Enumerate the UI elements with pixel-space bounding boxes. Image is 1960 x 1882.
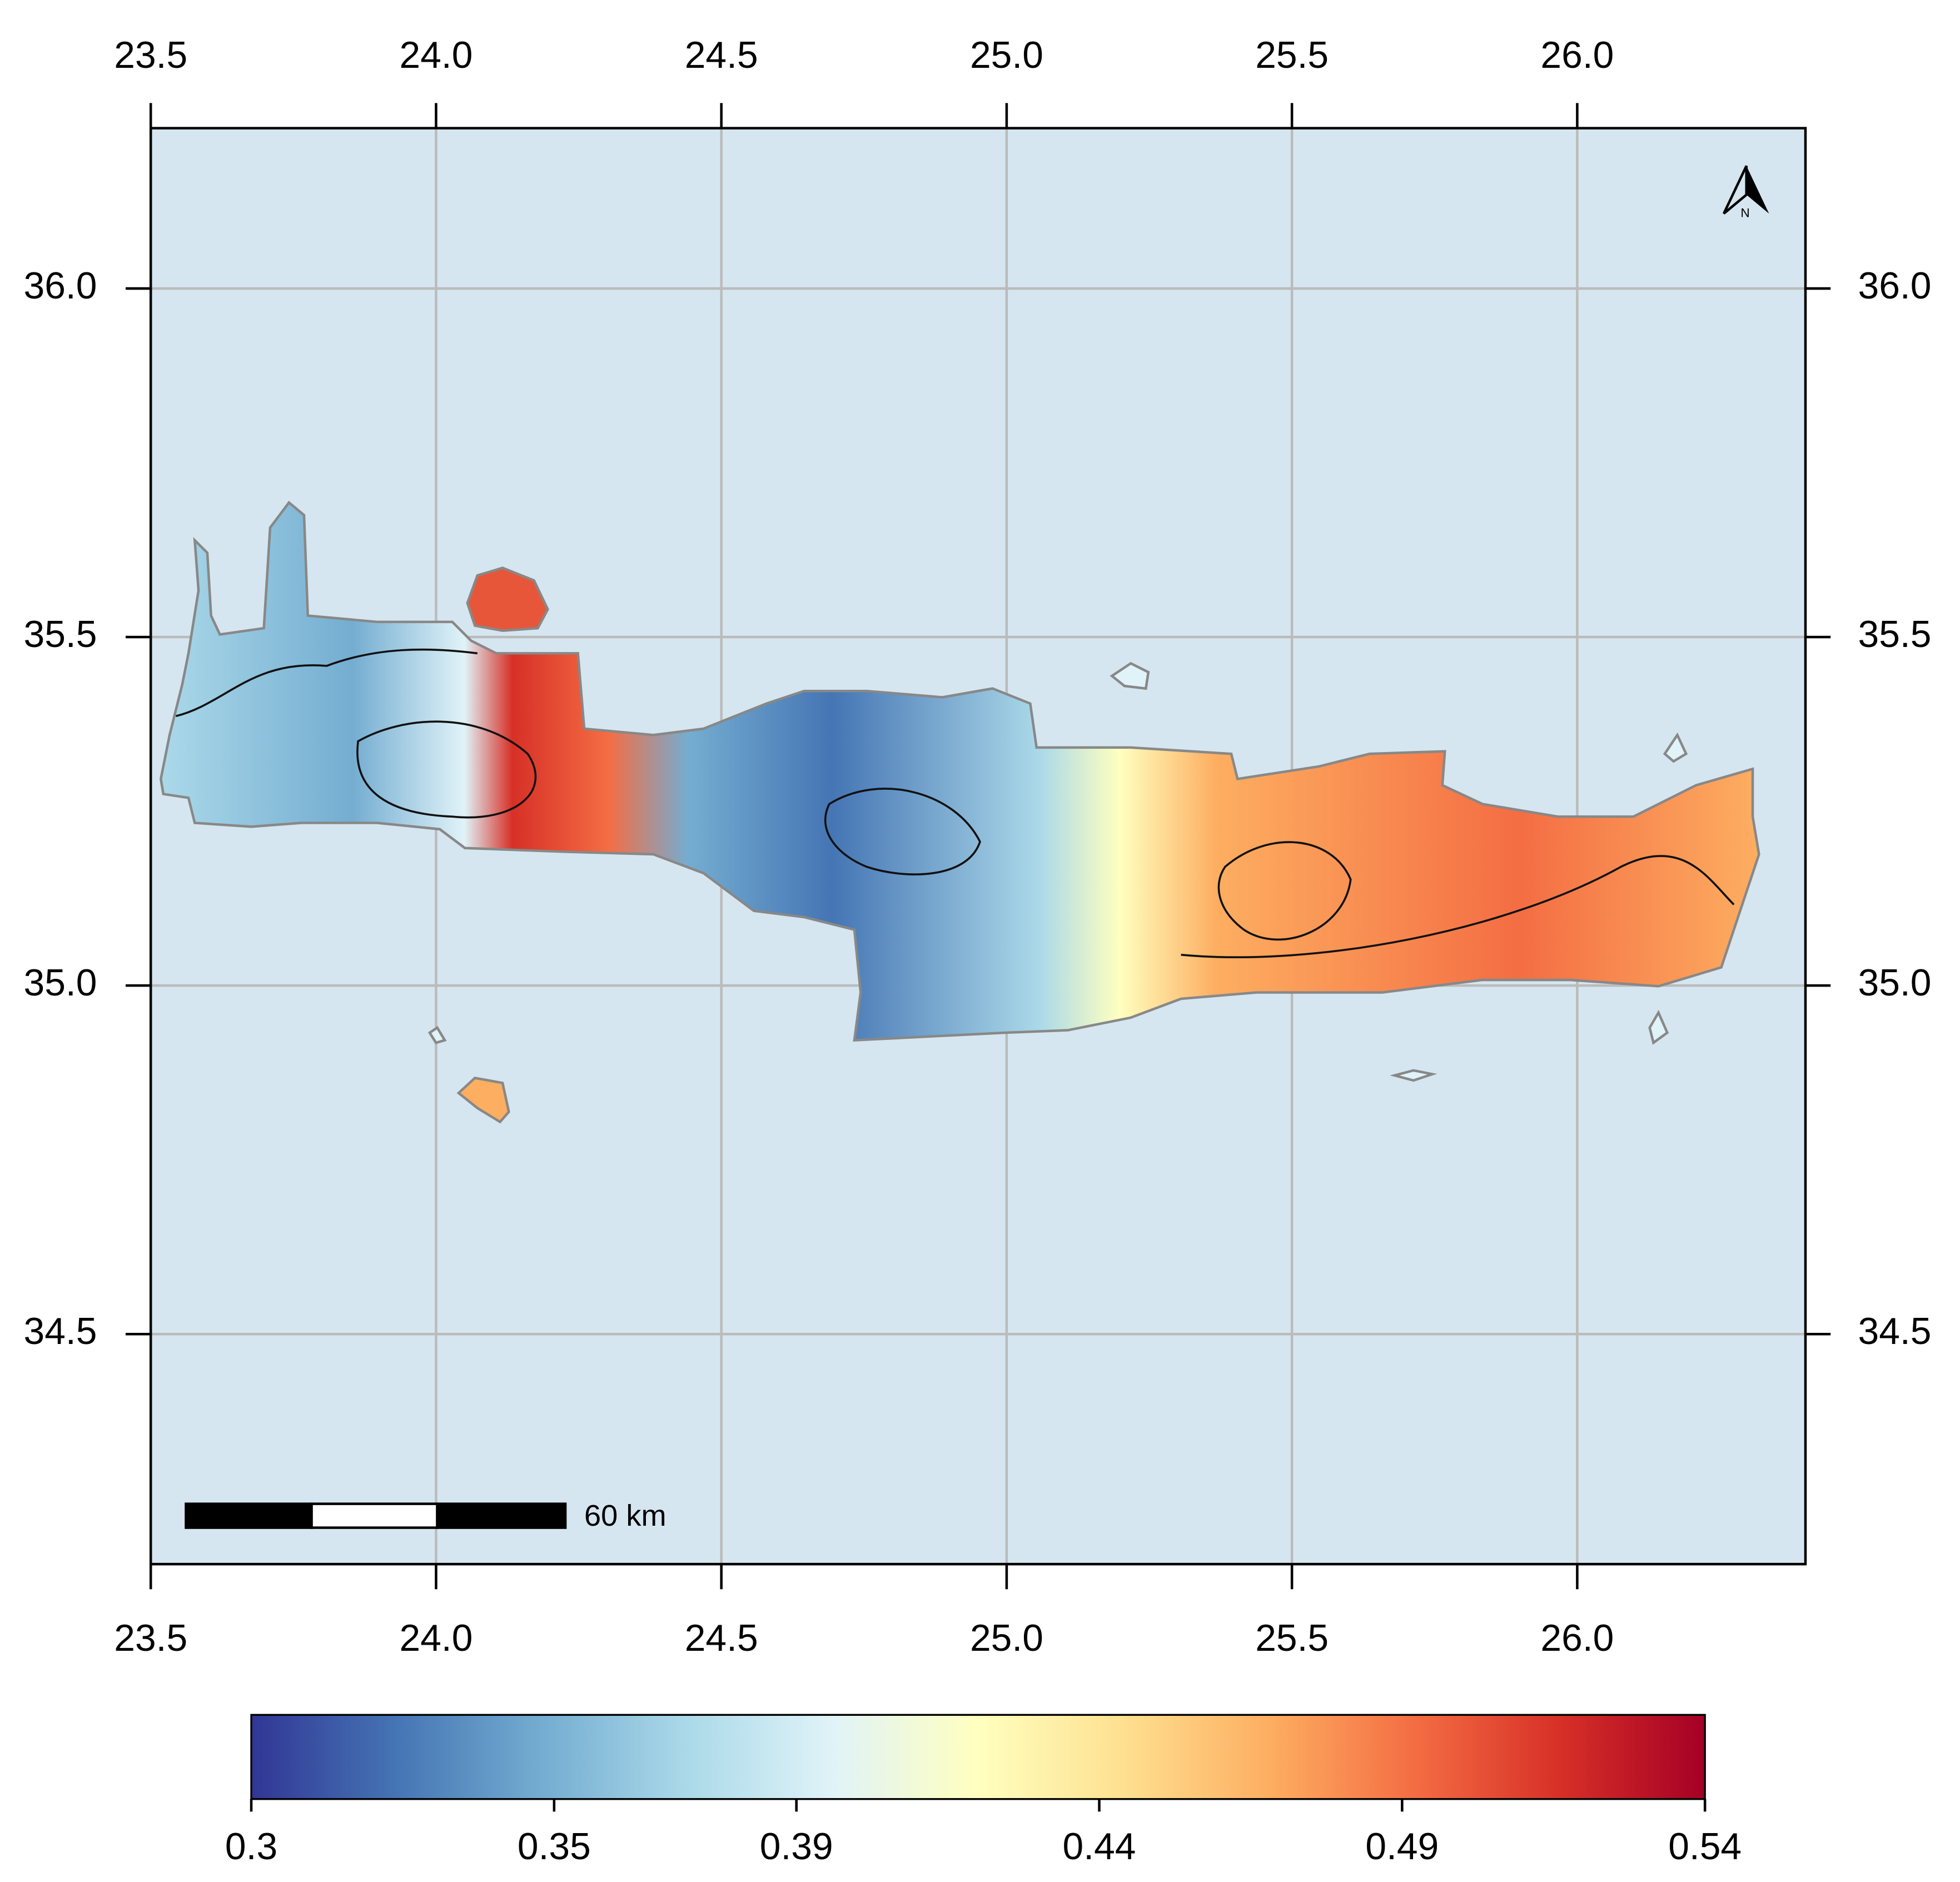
islet bbox=[466, 566, 550, 632]
islet bbox=[1648, 1009, 1669, 1045]
islet bbox=[1390, 1069, 1437, 1082]
land bbox=[160, 500, 1760, 1124]
x-tick-label: 24.5 bbox=[685, 1617, 758, 1659]
x-tick-label: 25.0 bbox=[970, 1617, 1043, 1659]
scale-bar bbox=[185, 1502, 567, 1529]
colorbar-axis: 0.3 0.35 0.39 0.44 0.49 0.54 bbox=[225, 1799, 1742, 1868]
contour bbox=[1217, 841, 1352, 941]
contours bbox=[175, 648, 1735, 958]
colorbar-tick-label: 0.49 bbox=[1365, 1826, 1439, 1868]
x-tick-label: 25.0 bbox=[970, 34, 1043, 76]
x-tick-label: 26.0 bbox=[1540, 1617, 1614, 1659]
contour bbox=[824, 788, 981, 875]
islet bbox=[456, 1076, 510, 1124]
y-tick-label: 35.5 bbox=[1858, 614, 1931, 655]
x-tick-label: 24.5 bbox=[685, 34, 758, 76]
y-tick-label: 35.0 bbox=[24, 962, 97, 1004]
contour bbox=[175, 648, 478, 718]
colorbar-tick-label: 0.44 bbox=[1063, 1826, 1136, 1868]
colorbar-tick-label: 0.35 bbox=[518, 1826, 591, 1868]
islet bbox=[427, 1025, 447, 1044]
colorbar-tick-label: 0.3 bbox=[225, 1826, 277, 1868]
x-tick-label: 23.5 bbox=[114, 34, 187, 76]
x-tick-label: 26.0 bbox=[1540, 34, 1614, 76]
y-tick-label: 35.0 bbox=[1858, 962, 1931, 1004]
x-tick-label: 24.0 bbox=[399, 1617, 472, 1659]
scale-bar-segment bbox=[310, 1502, 439, 1529]
north-label: N bbox=[1740, 206, 1749, 220]
y-tick-label: 36.0 bbox=[24, 265, 97, 307]
scale-bar-label: 60 km bbox=[584, 1499, 666, 1532]
contour bbox=[356, 720, 537, 819]
y-tick-label: 34.5 bbox=[1858, 1311, 1931, 1352]
y-tick-label: 35.5 bbox=[24, 614, 97, 655]
colorbar-tick-label: 0.39 bbox=[760, 1826, 833, 1868]
colorbar-tick-label: 0.54 bbox=[1668, 1826, 1742, 1868]
scale-bar-segment bbox=[185, 1502, 313, 1529]
x-tick-label: 25.5 bbox=[1255, 34, 1329, 76]
axes: 23.5 23.5 24.0 24.0 24.5 24.5 25.0 25.0 25.5 25.5… bbox=[24, 34, 1932, 1659]
y-tick-label: 36.0 bbox=[1858, 265, 1931, 307]
frame bbox=[149, 127, 1807, 1566]
x-tick-label: 25.5 bbox=[1255, 1617, 1329, 1659]
scale-bar-segment bbox=[436, 1502, 567, 1529]
y-tick-label: 34.5 bbox=[24, 1311, 97, 1352]
colorbar bbox=[250, 1714, 1706, 1800]
islet bbox=[1110, 661, 1150, 690]
x-tick-label: 23.5 bbox=[114, 1617, 187, 1659]
x-tick-label: 24.0 bbox=[399, 34, 472, 76]
crete bbox=[160, 500, 1760, 1042]
islet bbox=[1663, 732, 1688, 763]
contour bbox=[1181, 855, 1735, 958]
